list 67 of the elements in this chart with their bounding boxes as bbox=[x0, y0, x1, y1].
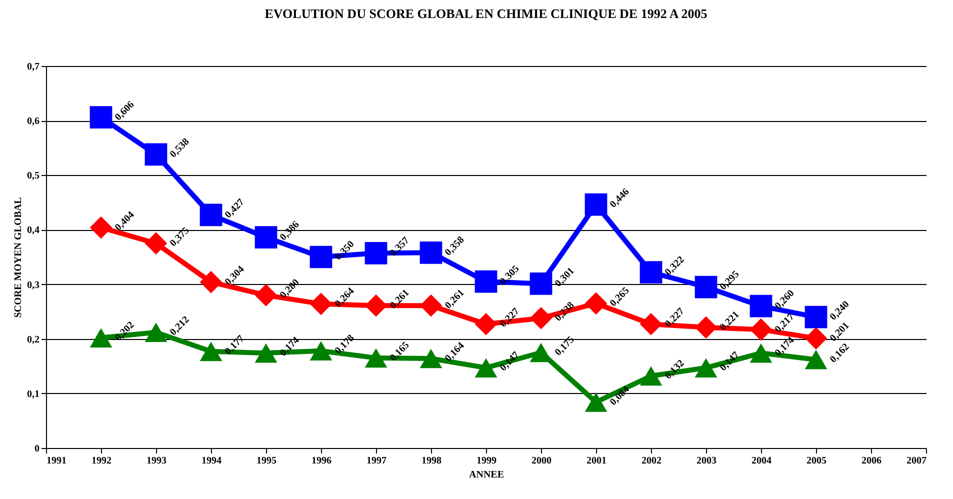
point bbox=[640, 261, 662, 284]
x-tick-label: 1991 bbox=[46, 456, 66, 466]
point bbox=[200, 204, 222, 226]
point bbox=[750, 318, 772, 341]
point bbox=[584, 292, 608, 315]
point bbox=[200, 270, 222, 294]
x-tick-label: 2002 bbox=[642, 456, 662, 466]
x-tick-label: 1994 bbox=[202, 456, 222, 466]
point bbox=[584, 193, 608, 216]
point bbox=[310, 341, 332, 361]
x-tick-label: 1996 bbox=[312, 456, 332, 466]
point bbox=[90, 216, 112, 239]
point bbox=[750, 343, 772, 363]
x-tick-label: 2001 bbox=[586, 456, 606, 466]
y-tick-label: 0,6 bbox=[27, 116, 40, 128]
y-tick-label: 0,1 bbox=[27, 388, 40, 400]
x-tick-label: 1992 bbox=[92, 456, 112, 466]
point bbox=[254, 343, 278, 363]
point bbox=[694, 358, 718, 378]
point bbox=[694, 276, 718, 298]
point bbox=[364, 242, 388, 264]
point bbox=[420, 241, 442, 264]
x-tick-label: 1995 bbox=[256, 456, 276, 466]
point bbox=[530, 306, 552, 330]
point bbox=[144, 322, 168, 342]
point bbox=[310, 246, 332, 268]
x-tick-label: 1993 bbox=[146, 456, 166, 466]
point bbox=[694, 316, 718, 339]
point bbox=[804, 306, 828, 328]
point bbox=[584, 392, 608, 412]
point bbox=[474, 358, 498, 378]
point bbox=[90, 328, 112, 348]
x-tick-label: 1997 bbox=[366, 456, 386, 466]
point bbox=[474, 312, 498, 336]
point bbox=[310, 292, 332, 316]
x-tick-label: 2007 bbox=[906, 456, 926, 466]
x-tick-label: 1999 bbox=[476, 456, 496, 466]
point bbox=[804, 350, 828, 370]
x-tick-label: 2005 bbox=[806, 456, 826, 466]
point bbox=[750, 294, 772, 318]
point bbox=[254, 284, 278, 306]
x-tick-label: 1998 bbox=[422, 456, 442, 466]
y-tick-label: 0,7 bbox=[27, 62, 40, 72]
point bbox=[420, 348, 442, 368]
x-tick-label: 2004 bbox=[752, 456, 772, 466]
point bbox=[640, 366, 662, 386]
x-tick-label: 2003 bbox=[696, 456, 716, 466]
point bbox=[90, 106, 112, 128]
point bbox=[254, 226, 278, 249]
point bbox=[144, 232, 168, 255]
y-tick-label: 0,5 bbox=[27, 170, 40, 182]
y-tick-label: 0 bbox=[34, 444, 40, 454]
point bbox=[144, 143, 168, 166]
point bbox=[804, 327, 828, 350]
x-axis-title: ANNEE bbox=[468, 470, 504, 480]
y-tick-label: 0,4 bbox=[27, 225, 40, 236]
point bbox=[530, 272, 552, 295]
point bbox=[364, 348, 388, 368]
x-tick-label: 2006 bbox=[862, 456, 882, 466]
point bbox=[474, 270, 498, 293]
chart-title: EVOLUTION DU SCORE GLOBAL EN CHIMIE CLINIQUE DE 1992 A 2005 bbox=[264, 6, 708, 21]
point bbox=[640, 312, 662, 336]
y-tick-label: 0,2 bbox=[27, 334, 40, 346]
point bbox=[200, 342, 222, 362]
y-tick-label: 0,3 bbox=[27, 280, 40, 291]
x-tick-label: 2000 bbox=[532, 456, 552, 466]
y-axis-title: SCORE MOYEN GLOBAL bbox=[13, 196, 24, 318]
